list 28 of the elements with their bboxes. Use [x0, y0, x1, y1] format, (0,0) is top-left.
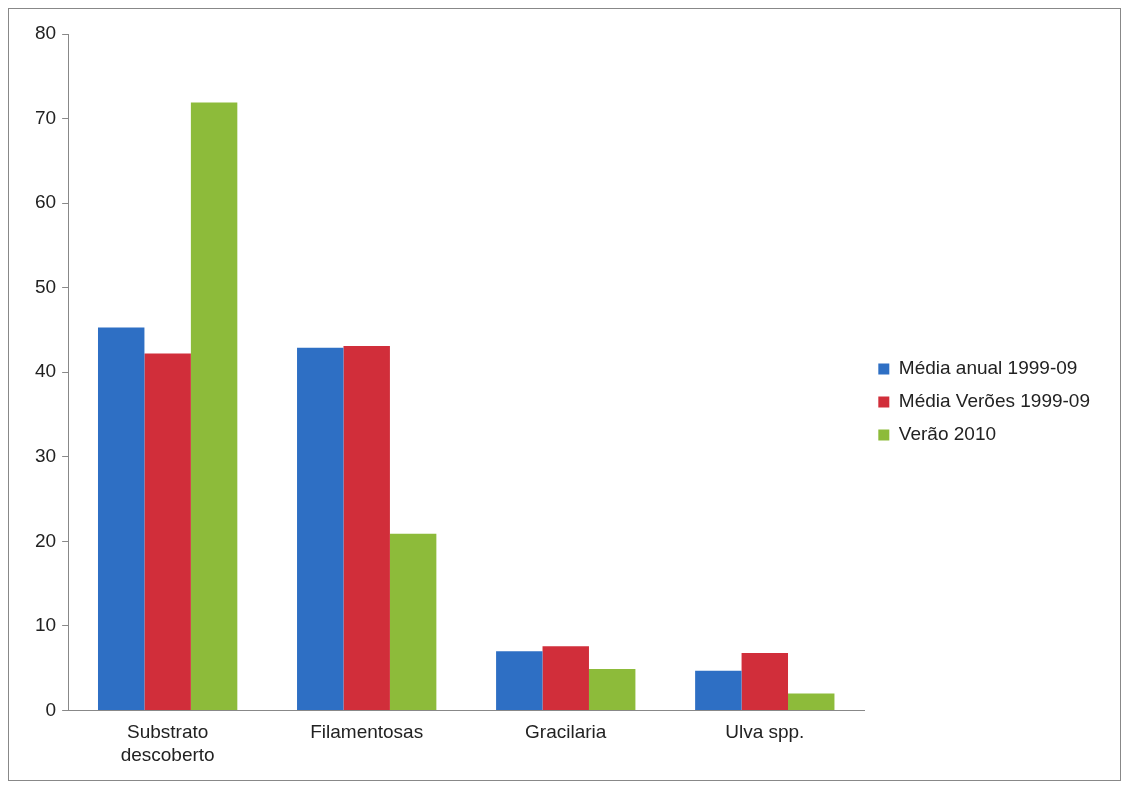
x-tick-label: Ulva spp.	[725, 721, 805, 743]
bar	[190, 102, 238, 710]
x-tick-label: Substrato descoberto	[120, 721, 215, 765]
y-tick-label: 60	[34, 191, 57, 213]
bar	[343, 345, 390, 710]
legend-label: Média Verões 1999-09	[898, 390, 1090, 412]
y-tick-label: 40	[34, 360, 57, 382]
bar	[788, 693, 835, 710]
legend-label: Média anual 1999-09	[898, 357, 1078, 379]
y-tick-label: 20	[34, 529, 57, 551]
bar	[297, 347, 344, 710]
bar	[496, 651, 543, 710]
bar	[588, 668, 636, 710]
y-tick-label: 70	[34, 106, 57, 128]
y-tick-label: 50	[34, 275, 57, 297]
y-tick-label: 0	[45, 698, 57, 720]
bar	[97, 327, 145, 710]
y-tick-label: 30	[34, 444, 57, 466]
x-tick-label: Gracilaria	[525, 721, 607, 743]
y-tick-label: 10	[34, 614, 57, 636]
bar	[741, 652, 789, 710]
bar	[389, 533, 437, 710]
legend-label: Verão 2010	[898, 423, 997, 445]
bar	[542, 646, 589, 710]
bar	[144, 353, 191, 710]
y-tick-label: 80	[34, 22, 57, 44]
bar	[695, 670, 742, 710]
x-tick-label: Filamentosas	[310, 721, 424, 743]
